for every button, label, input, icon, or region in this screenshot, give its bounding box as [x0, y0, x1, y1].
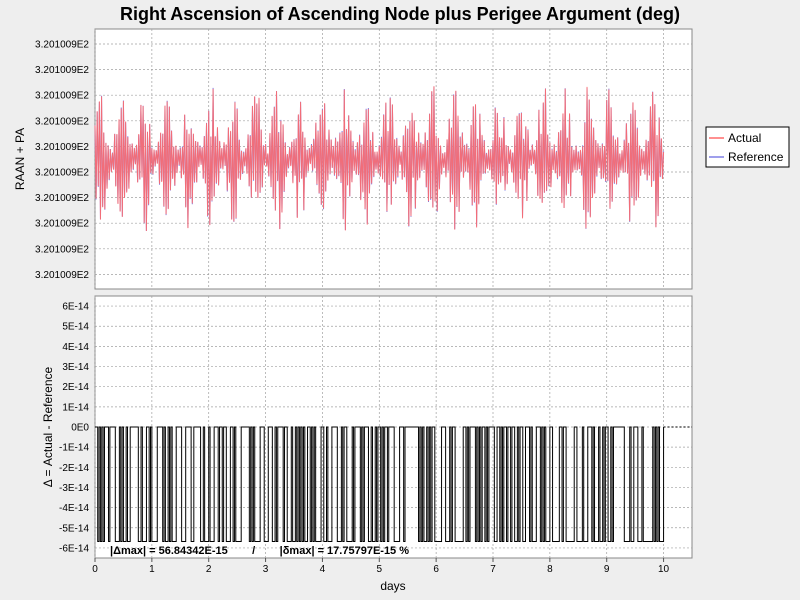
bottom-y-tick-label: -6E-14 — [59, 543, 89, 554]
bottom-series — [95, 426, 692, 543]
bottom-y-tick-label: 5E-14 — [62, 322, 89, 333]
bottom-y-ticks: 6E-14 5E-14 4E-14 3E-14 2E-14 1E-14 0E0 -1E-14 -… — [59, 302, 89, 555]
legend-actual-label: Actual — [728, 131, 761, 145]
top-y-tick-label: 3.201009E2 — [35, 40, 89, 51]
top-y-tick-label: 3.201009E2 — [35, 193, 89, 204]
top-y-tick-label: 3.201009E2 — [35, 142, 89, 153]
top-y-tick-label: 3.201009E2 — [35, 219, 89, 230]
top-y-ticks: 3.201009E2 3.201009E2 3.201009E2 3.201009E2… — [35, 40, 89, 281]
bottom-y-tick-label: 6E-14 — [62, 302, 89, 313]
x-tick-label: 5 — [377, 564, 383, 575]
bottom-y-tick-label: 1E-14 — [62, 402, 89, 413]
top-y-tick-label: 3.201009E2 — [35, 116, 89, 127]
x-axis-label: days — [380, 579, 405, 593]
x-tick-label: 6 — [433, 564, 439, 575]
x-tick-label: 0 — [92, 564, 98, 575]
series-delta-line — [95, 426, 665, 543]
top-y-tick-label: 3.201009E2 — [35, 244, 89, 255]
x-tick-label: 2 — [206, 564, 212, 575]
x-tick-label: 1 — [149, 564, 155, 575]
top-y-tick-label: 3.201009E2 — [35, 65, 89, 76]
chart-title: Right Ascension of Ascending Node plus P… — [120, 4, 680, 24]
bottom-y-tick-label: -4E-14 — [59, 503, 89, 514]
bottom-y-tick-label: -3E-14 — [59, 483, 89, 494]
legend-reference-label: Reference — [728, 150, 784, 164]
bottom-y-tick-label: -2E-14 — [59, 463, 89, 474]
top-y-tick-label: 3.201009E2 — [35, 270, 89, 281]
delta-annotation: |Δmax| = 56.84342E-15 / |δmax| = 17.7579… — [110, 545, 409, 557]
bottom-y-tick-label: 4E-14 — [62, 342, 89, 353]
bottom-y-tick-label: 2E-14 — [62, 382, 89, 393]
bottom-y-tick-label: -1E-14 — [59, 443, 89, 454]
legend: Actual Reference — [705, 126, 790, 168]
top-y-axis-label: RAAN + PA — [13, 128, 27, 190]
top-y-tick-label: 3.201009E2 — [35, 91, 89, 102]
bottom-y-tick-label: 0E0 — [71, 423, 89, 434]
x-tick-label: 8 — [547, 564, 553, 575]
top-y-tick-label: 3.201009E2 — [35, 168, 89, 179]
top-series — [94, 86, 665, 231]
bottom-y-tick-label: -5E-14 — [59, 523, 89, 534]
x-tick-label: 3 — [263, 564, 269, 575]
x-ticks: 0 1 2 3 4 5 6 7 8 9 10 — [92, 558, 670, 575]
x-tick-label: 9 — [604, 564, 610, 575]
bottom-grid — [94, 296, 692, 558]
bottom-y-axis-label: Δ = Actual - Reference — [41, 366, 55, 487]
x-tick-label: 4 — [320, 564, 326, 575]
series-actual-line — [94, 86, 665, 231]
x-tick-label: 7 — [490, 564, 496, 575]
x-tick-label: 10 — [658, 564, 670, 575]
bottom-y-tick-label: 3E-14 — [62, 362, 89, 373]
